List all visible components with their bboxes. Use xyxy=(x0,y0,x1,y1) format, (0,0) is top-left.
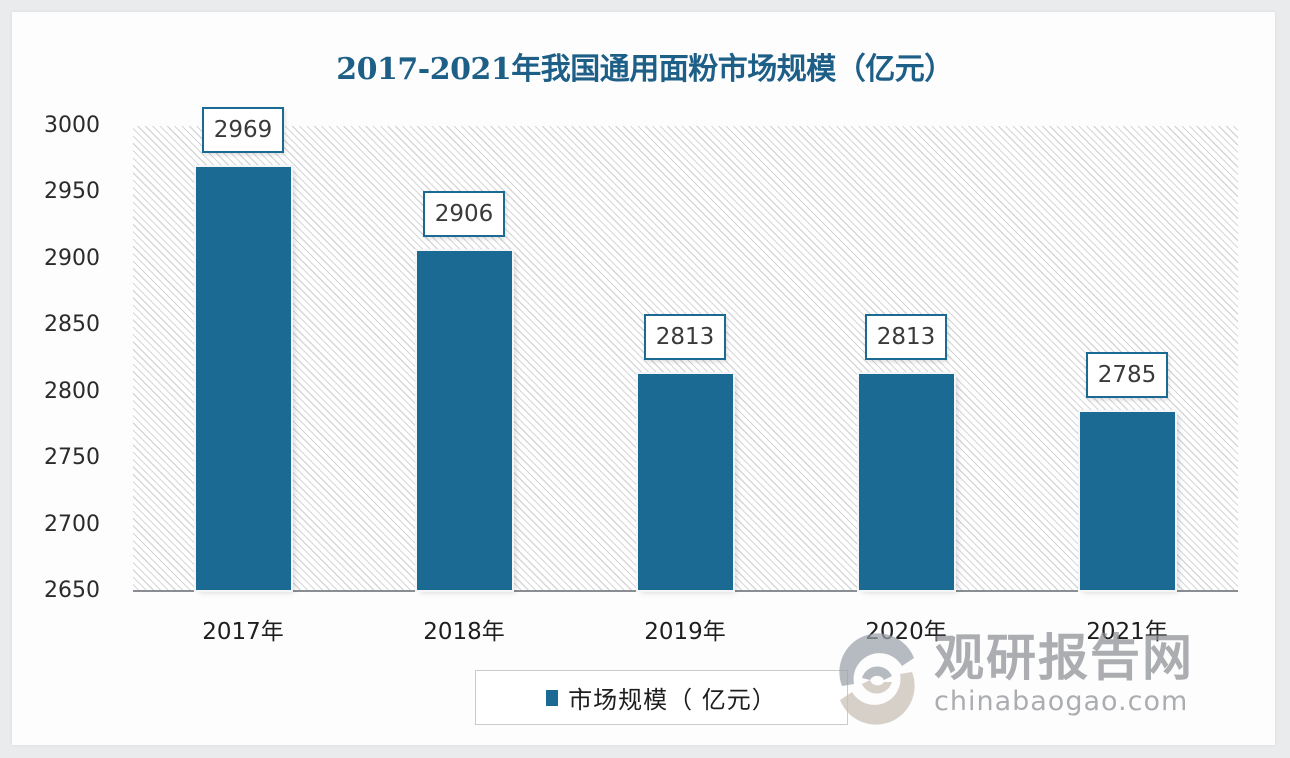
y-tick-label: 2800 xyxy=(44,379,100,404)
x-tick-label: 2021年 xyxy=(1086,619,1168,645)
bar-2019 xyxy=(638,374,733,590)
y-tick-label: 3000 xyxy=(44,113,100,138)
y-tick-label: 2850 xyxy=(44,312,100,337)
legend-swatch xyxy=(546,689,559,706)
data-label: 2969 xyxy=(202,107,284,154)
chart-title: 2017-2021年我国通用面粉市场规模（亿元） xyxy=(336,52,954,87)
x-axis-line xyxy=(133,590,1238,592)
data-label: 2813 xyxy=(865,314,947,361)
x-tick-label: 2017年 xyxy=(202,619,284,645)
x-tick-label: 2019年 xyxy=(644,619,726,645)
x-tick-label: 2020年 xyxy=(865,619,947,645)
bar-2021 xyxy=(1080,411,1175,590)
bar-2020 xyxy=(859,374,954,590)
y-tick-label: 2950 xyxy=(44,179,100,204)
bar-2017 xyxy=(196,167,291,590)
legend-label: 市场规模（ 亿元） xyxy=(568,686,777,714)
bar-2018 xyxy=(417,250,512,590)
data-label: 2813 xyxy=(644,314,726,361)
y-tick-label: 2750 xyxy=(44,445,100,470)
legend: 市场规模（ 亿元） xyxy=(475,670,848,725)
y-tick-label: 2650 xyxy=(44,578,100,603)
x-tick-label: 2018年 xyxy=(423,619,505,645)
data-label: 2785 xyxy=(1086,351,1168,398)
data-label: 2906 xyxy=(423,190,505,237)
y-tick-label: 2700 xyxy=(44,512,100,537)
y-tick-label: 2900 xyxy=(44,246,100,271)
